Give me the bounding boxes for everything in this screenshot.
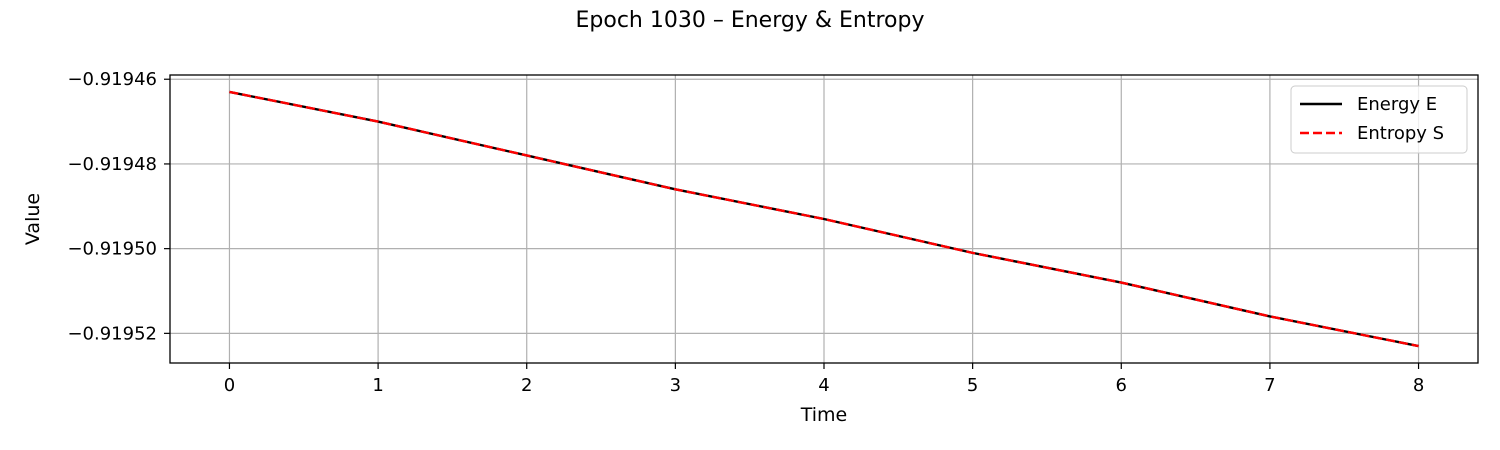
series-line-entropy-s — [229, 90, 1419, 348]
legend-label-energy: Energy E — [1357, 94, 1437, 115]
x-tick-label: 0 — [224, 375, 235, 396]
chart-title: Epoch 1030 – Energy & Entropy — [576, 8, 925, 33]
x-tick-label: 1 — [372, 375, 383, 396]
x-tick-label: 4 — [818, 375, 829, 396]
y-axis-label: Value — [22, 193, 44, 245]
y-tick-label: −0.91948 — [67, 154, 157, 175]
x-tick-label: 6 — [1116, 375, 1127, 396]
series-layer — [229, 90, 1419, 348]
y-tick-label: −0.91946 — [67, 69, 157, 90]
legend: Energy E Entropy S — [1290, 85, 1468, 154]
y-tick-label: −0.91950 — [67, 239, 157, 260]
legend-label-entropy: Entropy S — [1357, 123, 1444, 144]
x-axis-label: Time — [800, 404, 848, 426]
y-axis: −0.91946 −0.91948 −0.91950 −0.91952 — [67, 69, 170, 344]
x-tick-label: 2 — [521, 375, 532, 396]
grid — [170, 75, 1478, 363]
x-tick-label: 8 — [1413, 375, 1424, 396]
legend-box — [1290, 85, 1468, 154]
x-tick-label: 7 — [1264, 375, 1275, 396]
x-tick-label: 5 — [967, 375, 978, 396]
x-axis: 0 1 2 3 4 5 6 7 8 — [224, 363, 1424, 396]
x-tick-label: 3 — [670, 375, 681, 396]
y-tick-label: −0.91952 — [67, 323, 157, 344]
